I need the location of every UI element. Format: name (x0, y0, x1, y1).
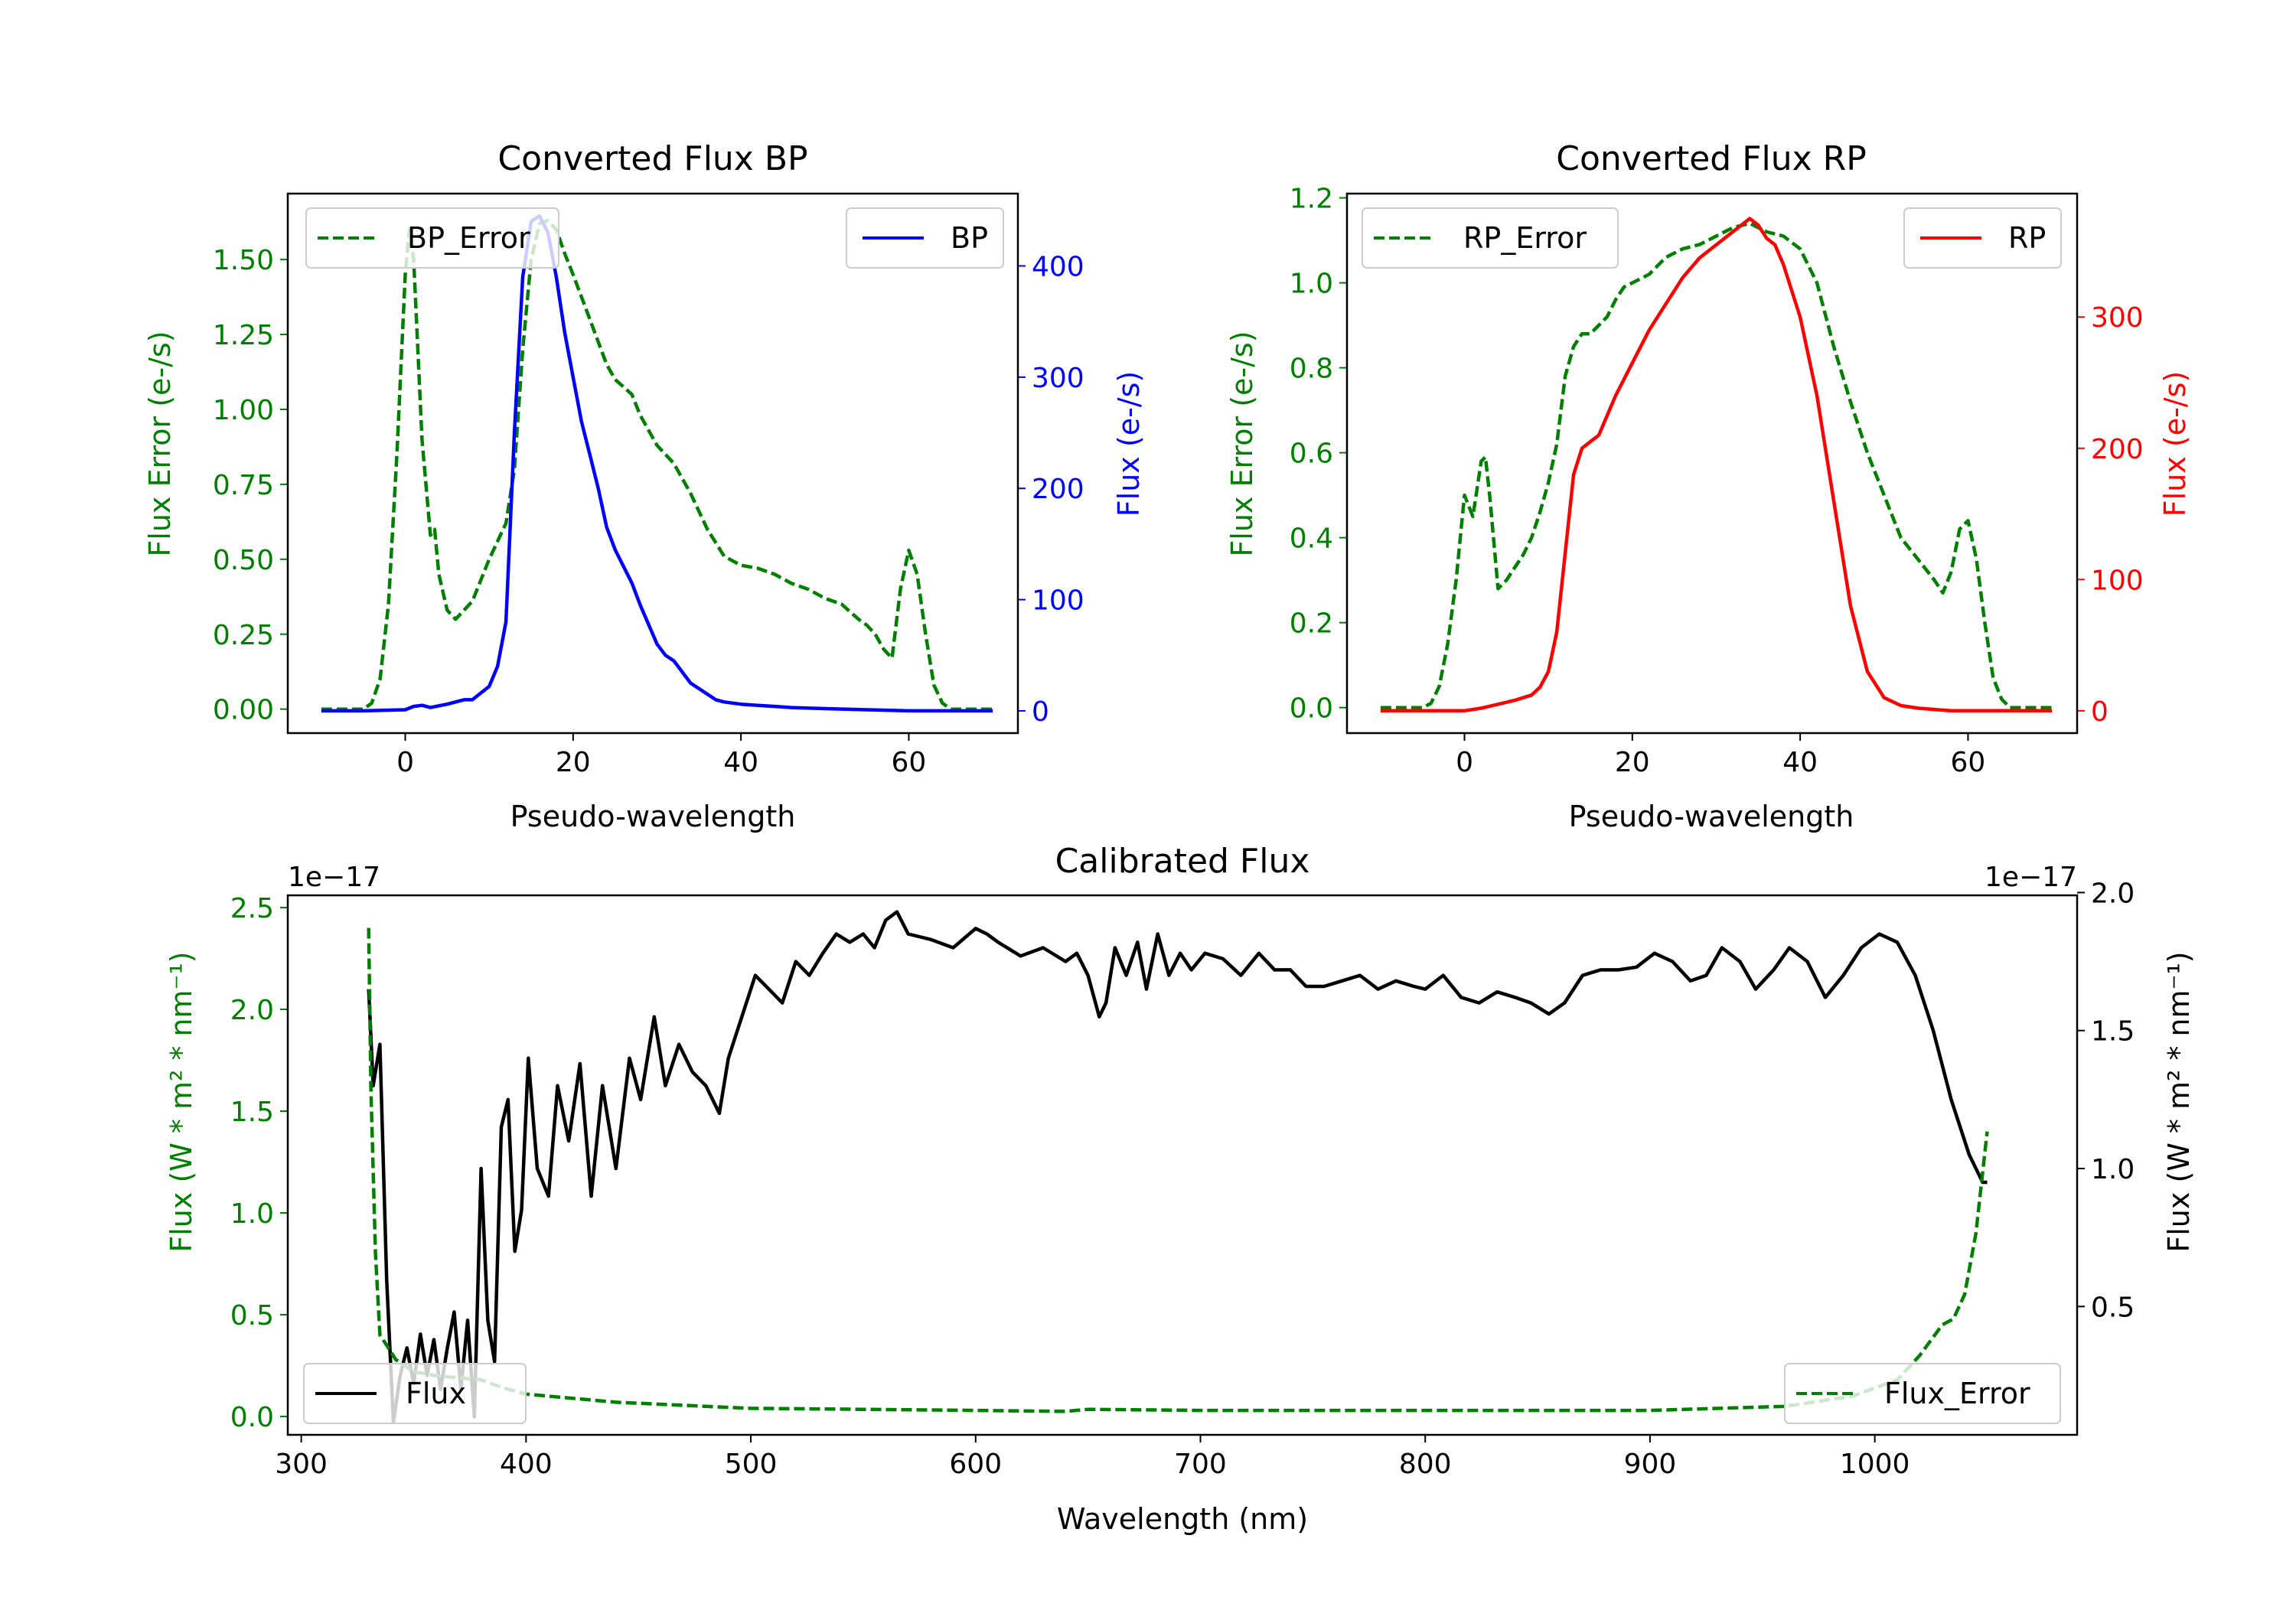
bp-left-tick-label: 0.00 (213, 695, 274, 726)
cal-x-tick-label: 600 (949, 1449, 1002, 1480)
cal-right-offset-text: 1e−17 (1985, 862, 2077, 893)
bp-x-tick-label: 40 (723, 747, 758, 778)
cal-legend-right: Flux_Error (1784, 1363, 2061, 1424)
bp-left-tick-label: 0.50 (213, 545, 274, 576)
bp-series-bp-line (321, 214, 993, 713)
bp-left-tick-label: 0.25 (213, 620, 274, 651)
cal-x-tick-label: 500 (725, 1449, 778, 1480)
bp-right-tick-label: 0 (1032, 696, 1049, 728)
rp-x-axis-label: Pseudo-wavelength (1569, 800, 1854, 833)
rp-legend-error-label: RP_Error (1463, 221, 1587, 255)
rp-right-axis-label: Flux (e-/s) (2158, 371, 2192, 517)
cal-x-tick-label: 900 (1624, 1449, 1677, 1480)
cal-x-tick-label: 1000 (1840, 1449, 1910, 1480)
cal-legend-left: Flux (303, 1363, 527, 1424)
bp-legend-right-box (846, 207, 1004, 269)
bp-legend-flux-label: BP (951, 221, 988, 255)
bp-panel: Converted Flux BP Pseudo-wavelength Flux… (143, 139, 1146, 833)
bp-plot-content: 0 20 40 60 0.00 0.25 0.50 0.75 1.00 1.25 1.50 0 100 2… (213, 214, 1084, 778)
bp-x-tick-label: 0 (396, 747, 414, 778)
bp-title: Converted Flux BP (497, 139, 807, 178)
cal-left-tick-label: 1.5 (230, 1097, 274, 1128)
bp-series-bp-error-line (321, 219, 993, 711)
cal-legend-right-box (1784, 1363, 2061, 1424)
bp-right-tick-label: 400 (1032, 251, 1084, 282)
cal-right-axis-label: Flux (W * m² * nm⁻¹) (2162, 951, 2196, 1252)
cal-legend-flux-label: Flux (406, 1377, 466, 1410)
rp-left-tick-label: 0.8 (1290, 354, 1333, 385)
cal-panel: Calibrated Flux Wavelength (nm) Flux (W … (165, 842, 2196, 1536)
rp-legend-left: RP_Error (1362, 207, 1619, 269)
cal-left-tick-label: 2.5 (230, 893, 274, 924)
cal-x-axis-label: Wavelength (nm) (1057, 1502, 1308, 1536)
rp-legend-right: RP (1903, 207, 2062, 269)
cal-legend-left-box (303, 1363, 527, 1424)
rp-left-tick-label: 0.6 (1290, 438, 1333, 470)
cal-right-tick-label: 1.5 (2091, 1016, 2135, 1048)
cal-left-axis-label: Flux (W * m² * nm⁻¹) (165, 951, 198, 1252)
rp-right-tick-label: 200 (2091, 434, 2144, 465)
bp-left-tick-label: 1.25 (213, 320, 274, 351)
cal-x-tick-label: 400 (500, 1449, 553, 1480)
rp-x-tick-label: 60 (1951, 747, 1986, 778)
rp-legend-flux-label: RP (2008, 221, 2046, 255)
rp-right-tick-label: 0 (2091, 696, 2108, 728)
bp-right-tick-label: 100 (1032, 585, 1084, 617)
rp-left-tick-label: 1.2 (1290, 184, 1333, 215)
rp-legend-right-box (1903, 207, 2062, 269)
rp-left-tick-label: 0.4 (1290, 523, 1333, 555)
cal-series-flux-line (367, 910, 1988, 1425)
rp-left-tick-label: 0.0 (1290, 693, 1333, 725)
cal-left-tick-label: 0.5 (230, 1300, 274, 1332)
cal-left-tick-label: 2.0 (230, 995, 274, 1026)
rp-legend-left-box (1362, 207, 1619, 269)
cal-x-tick-label: 700 (1174, 1449, 1227, 1480)
rp-series-rp-line (1380, 217, 2053, 713)
rp-plot-content: 0 20 40 60 0.0 0.2 0.4 0.6 0.8 1.0 1.2 0 100 200 300 (1290, 184, 2144, 778)
rp-right-tick-label: 100 (2091, 565, 2144, 596)
rp-axes-frame (1345, 192, 2079, 735)
bp-legend-left-box (305, 207, 559, 269)
bp-legend-right: BP (846, 207, 1004, 269)
rp-right-tick-label: 300 (2091, 302, 2144, 334)
bp-x-axis-label: Pseudo-wavelength (510, 800, 796, 833)
cal-left-tick-label: 1.0 (230, 1198, 274, 1230)
rp-x-tick-label: 40 (1782, 747, 1818, 778)
rp-series-rp-error-line (1380, 221, 2053, 709)
cal-axes-frame (286, 894, 2079, 1436)
bp-right-tick-label: 300 (1032, 363, 1084, 394)
bp-axes-frame (286, 192, 1019, 735)
rp-left-axis-label: Flux Error (e-/s) (1225, 331, 1259, 556)
bp-left-tick-label: 0.75 (213, 470, 274, 501)
cal-x-tick-label: 300 (275, 1449, 328, 1480)
cal-left-tick-label: 0.0 (230, 1402, 274, 1433)
cal-legend-error-label: Flux_Error (1884, 1377, 2030, 1410)
rp-title: Converted Flux RP (1556, 139, 1867, 178)
bp-left-axis-label: Flux Error (e-/s) (143, 331, 177, 556)
cal-title: Calibrated Flux (1055, 842, 1310, 881)
cal-right-tick-label: 0.5 (2091, 1292, 2135, 1323)
rp-left-tick-label: 1.0 (1290, 269, 1333, 300)
bp-right-tick-label: 200 (1032, 474, 1084, 505)
bp-legend-left: BP_Error (305, 207, 559, 269)
bp-x-tick-label: 60 (892, 747, 927, 778)
rp-left-tick-label: 0.2 (1290, 608, 1333, 640)
cal-right-tick-label: 1.0 (2091, 1154, 2135, 1185)
bp-left-tick-label: 1.00 (213, 395, 274, 426)
cal-left-offset-text: 1e−17 (288, 862, 380, 893)
cal-x-tick-label: 800 (1399, 1449, 1452, 1480)
rp-panel: Converted Flux RP Pseudo-wavelength Flux… (1225, 139, 2192, 833)
rp-x-tick-label: 0 (1456, 747, 1473, 778)
bp-legend-error-label: BP_Error (407, 221, 530, 255)
bp-x-tick-label: 20 (556, 747, 591, 778)
bp-left-tick-label: 1.50 (213, 245, 274, 276)
cal-right-tick-label: 2.0 (2091, 878, 2135, 909)
rp-x-tick-label: 20 (1615, 747, 1650, 778)
bp-right-axis-label: Flux (e-/s) (1112, 371, 1146, 517)
